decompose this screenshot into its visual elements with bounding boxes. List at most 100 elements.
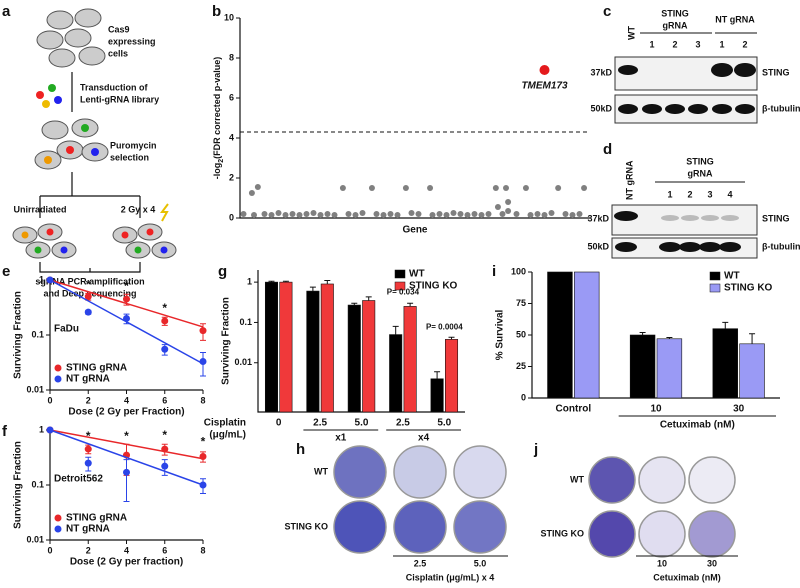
panel-label: e (2, 263, 10, 280)
point (345, 211, 352, 217)
x-axis-label: Cetuximab (nM) (660, 420, 735, 431)
y-axis-label: % Survival (495, 309, 506, 360)
point (576, 211, 583, 217)
bar (362, 300, 376, 413)
group-label: NT gRNA (715, 14, 755, 24)
x-tick-label: 30 (733, 404, 745, 415)
point (331, 212, 338, 218)
diagram-text: expressing (108, 36, 156, 46)
marker-label: 50kD (587, 241, 609, 251)
legend-swatch (709, 271, 721, 281)
y-tick-label: 0.01 (26, 384, 44, 394)
panel-label: b (212, 3, 221, 20)
bar (320, 283, 334, 413)
error-bar (749, 333, 756, 344)
bar (264, 281, 278, 413)
y-tick-label: 0.01 (234, 357, 252, 367)
annotation: P= 0.0004 (426, 323, 463, 332)
y-tick-label: 50 (516, 329, 526, 339)
y-tick-label: 25 (516, 361, 526, 371)
legend-label: STING gRNA (66, 363, 127, 374)
point (457, 211, 464, 217)
point (541, 212, 548, 218)
x-tick-label: 6 (162, 545, 167, 555)
point (478, 212, 485, 218)
panel-label: h (296, 441, 305, 458)
annotation: * (201, 434, 206, 448)
x-tick-label: 2.5 (313, 418, 327, 429)
diagram-arrows (39, 72, 169, 273)
lane-label: 2 (742, 39, 747, 49)
dose-label: 30 (707, 558, 717, 568)
x-tick-label: 6 (162, 395, 167, 405)
error-bar (365, 296, 372, 301)
x-tick-label: 4 (124, 395, 129, 405)
legend-swatch (709, 283, 721, 293)
error-bar (123, 459, 130, 503)
x-tick-label: 8 (200, 545, 205, 555)
fit-line (49, 429, 204, 486)
y-tick-label: 0.1 (239, 317, 252, 327)
diagram-text: Cas9 (108, 24, 130, 34)
y-axis-label: Surviving Fraction (221, 297, 232, 385)
panel-label: f (2, 423, 8, 440)
annotation: * (162, 428, 167, 442)
bar (444, 339, 459, 413)
diagram-text: Lenti-gRNA library (80, 94, 159, 104)
bar (389, 334, 403, 413)
point (199, 327, 207, 335)
x-tick-label: 10 (650, 404, 662, 415)
diagram-text: 2 Gy x 4 (121, 204, 156, 214)
y-axis-label-part: 2 (218, 159, 225, 163)
point (562, 211, 569, 217)
point (84, 293, 92, 301)
y-tick-label: 4 (229, 132, 234, 142)
point (161, 462, 169, 470)
y-tick-label: 0.1 (31, 329, 44, 339)
point (289, 211, 296, 217)
protein-label: β-tubulin (762, 103, 800, 113)
point (394, 212, 401, 218)
point (450, 210, 457, 216)
point-label: TMEM173 (521, 81, 568, 92)
point (527, 212, 534, 218)
marker-label: 37kD (590, 67, 612, 77)
y-tick-label: 0 (229, 212, 234, 222)
point (429, 212, 436, 218)
x-axis-label: Dose (2 Gy per Fraction) (68, 407, 184, 418)
y-tick-label: 100 (511, 266, 526, 276)
point (199, 357, 207, 365)
point (387, 211, 394, 217)
point (522, 185, 529, 191)
panel-label: j (533, 441, 538, 458)
point (303, 211, 310, 217)
marker-label: 50kD (590, 103, 612, 113)
point (161, 445, 169, 453)
point (569, 212, 576, 218)
diagram-text: selection (110, 152, 149, 162)
point (123, 468, 130, 476)
y-axis-label: Surviving Fraction (13, 441, 24, 529)
point (534, 211, 541, 217)
marker-label: 37kD (587, 213, 609, 223)
point (161, 317, 169, 325)
axis (239, 18, 590, 219)
annotation: * (124, 279, 129, 293)
point (248, 190, 255, 196)
bar (306, 290, 320, 413)
lane-label: WT (626, 26, 636, 40)
row-label: WT (570, 474, 584, 484)
point (581, 185, 588, 191)
legend-label: NT gRNA (66, 524, 110, 535)
lane-label: 1 (667, 189, 672, 199)
y-tick-label: 0 (521, 392, 526, 402)
y-tick-label: 8 (229, 52, 234, 62)
diagram-text: sgRNA PCR amplification (35, 276, 144, 286)
error-bar (282, 280, 289, 283)
bar (656, 338, 683, 399)
point (505, 199, 512, 205)
lane-label: NT gRNA (624, 160, 634, 200)
error-bar (324, 279, 331, 284)
x-tick-label: 0 (47, 395, 52, 405)
